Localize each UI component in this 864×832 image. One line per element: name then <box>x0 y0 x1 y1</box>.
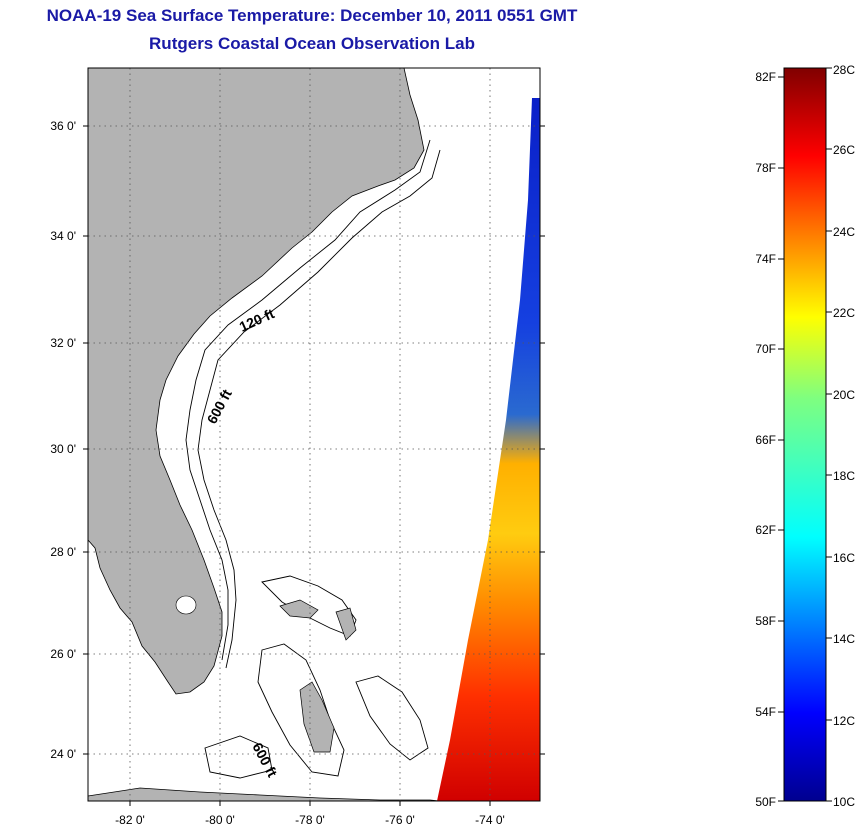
colorbar-f-label: 58F <box>755 614 776 628</box>
lat-label: 36 0' <box>50 119 76 133</box>
colorbar-f-label: 62F <box>755 523 776 537</box>
sst-swath <box>437 98 540 801</box>
colorbar-c-label: 26C <box>833 143 855 157</box>
colorbar-c-label: 12C <box>833 714 855 728</box>
lat-label: 24 0' <box>50 747 76 761</box>
land-southeast-us <box>87 67 425 695</box>
grand-bahama <box>279 599 319 619</box>
lon-label: -76 0' <box>385 813 415 827</box>
isobath-600ft <box>197 149 441 669</box>
lat-label: 28 0' <box>50 545 76 559</box>
lon-label: -74 0' <box>475 813 505 827</box>
colorbar-f-label: 50F <box>755 795 776 809</box>
graticule <box>88 68 540 801</box>
lon-label: -78 0' <box>295 813 325 827</box>
colorbar-f-label: 78F <box>755 161 776 175</box>
lat-label: 32 0' <box>50 336 76 350</box>
colorbar-c-label: 10C <box>833 795 855 809</box>
lon-label: -80 0' <box>205 813 235 827</box>
lon-label: -82 0' <box>115 813 145 827</box>
colorbar-f-label: 54F <box>755 705 776 719</box>
colorbar-f-label: 70F <box>755 342 776 356</box>
colorbar-c-label: 18C <box>833 469 855 483</box>
isobath-120ft <box>185 139 431 661</box>
map-frame <box>87 67 541 802</box>
colorbar-f-label: 66F <box>755 433 776 447</box>
colorbar-f-ticks <box>778 76 784 802</box>
colorbar-c-label: 20C <box>833 388 855 402</box>
lat-label: 30 0' <box>50 442 76 456</box>
abaco-island <box>335 607 357 641</box>
lat-label: 34 0' <box>50 229 76 243</box>
colorbar-c-ticks <box>826 67 832 802</box>
colorbar-c-label: 22C <box>833 306 855 320</box>
colorbar-f-label: 82F <box>755 70 776 84</box>
map-subtitle: Rutgers Coastal Ocean Observation Lab <box>149 34 475 53</box>
colorbar-f-label: 74F <box>755 252 776 266</box>
frame-ticks <box>83 125 545 806</box>
colorbar-c-label: 14C <box>833 632 855 646</box>
map-title: NOAA-19 Sea Surface Temperature: Decembe… <box>46 6 578 25</box>
colorbar <box>783 67 827 802</box>
andros-island <box>299 681 335 753</box>
colorbar-c-label: 24C <box>833 225 855 239</box>
colorbar-c-label: 16C <box>833 551 855 565</box>
colorbar-c-label: 28C <box>833 63 855 77</box>
lat-label: 26 0' <box>50 647 76 661</box>
